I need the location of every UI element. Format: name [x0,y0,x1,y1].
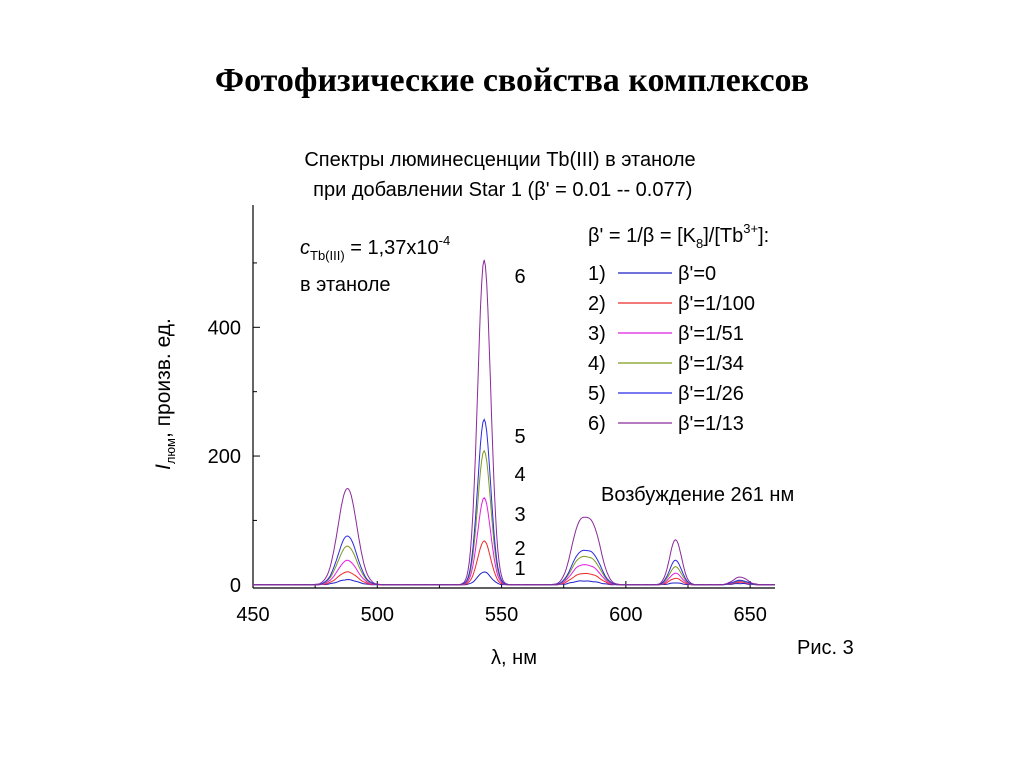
legend-header-sub: 8 [696,236,703,251]
chart-title-line-1: Спектры люминесценции Tb(III) в этаноле [304,149,696,171]
y-tick-label: 400 [208,317,241,339]
chart-title-line-2: при добавлении Star 1 (β' = 0.01 -- 0.07… [307,179,693,201]
legend-label: β'=0 [678,263,716,285]
legend-label: β'=1/34 [678,353,744,375]
legend-number: 6) [588,413,606,435]
concentration-value: = 1,37x10 [345,237,439,259]
legend-header-part2: ]/[Tb [703,225,743,247]
x-tick-label: 550 [485,604,518,626]
concentration-sub: Tb(III) [310,248,345,263]
legend-label: β'=1/51 [678,323,744,345]
concentration-symbol: c [300,237,310,259]
curve-number-label: 4 [514,464,525,486]
x-tick-label: 500 [361,604,394,626]
curve-number-label: 2 [514,538,525,560]
y-tick-label: 200 [208,446,241,468]
legend-label: β'=1/13 [678,413,744,435]
curve-number-label: 5 [514,426,525,448]
legend-number: 3) [588,323,606,345]
curve-number-label: 6 [514,266,525,288]
excitation-note: Возбуждение 261 нм [601,484,794,506]
tick-labels: 0 200 400 450 500 550 600 650 [208,317,767,626]
legend-number: 1) [588,263,606,285]
legend-header-part1: β' = 1/β = [K [588,225,697,247]
curve-number-label: 3 [514,504,525,526]
chart-title: Спектры люминесценции Tb(III) в этаноле … [170,145,830,205]
y-axis-label: Iлюм, произв. ед. [152,318,178,470]
series-line-6 [252,259,776,586]
x-axis-label: λ, нм [491,647,537,669]
curve-number-label: 1 [514,558,525,580]
curve-number-labels: 12 3 4 5 6 [514,266,525,580]
legend-label: β'=1/100 [678,293,755,315]
legend-number: 2) [588,293,606,315]
y-axis-label-sub: люм [163,438,178,464]
x-tick-label: 450 [236,604,269,626]
legend-label: β'=1/26 [678,383,744,405]
concentration-annotation: cTb(III) = 1,37x10-4 [300,233,450,263]
concentration-exponent: -4 [439,233,451,248]
y-axis-label-rest: , произв. ед. [152,318,175,438]
spectrum-curves [252,259,776,586]
figure-caption: Рис. 3 [797,637,854,659]
legend-number: 4) [588,353,606,375]
legend-number: 5) [588,383,606,405]
x-tick-label: 600 [609,604,642,626]
legend: 1) β'=0 2) β'=1/100 3) β'=1/51 4) β'=1/34 5) β'=1… [588,263,755,435]
legend-header-sup: 3+ [743,221,758,236]
page-title: Фотофизические свойства комплексов [214,62,810,99]
legend-header: β' = 1/β = [K8]/[Tb3+]: [588,221,769,251]
y-tick-label: 0 [230,575,241,597]
y-axis-label-main: I [152,464,175,470]
x-tick-label: 650 [733,604,766,626]
solvent-annotation: в этаноле [300,274,391,296]
legend-header-part3: ]: [758,225,769,247]
